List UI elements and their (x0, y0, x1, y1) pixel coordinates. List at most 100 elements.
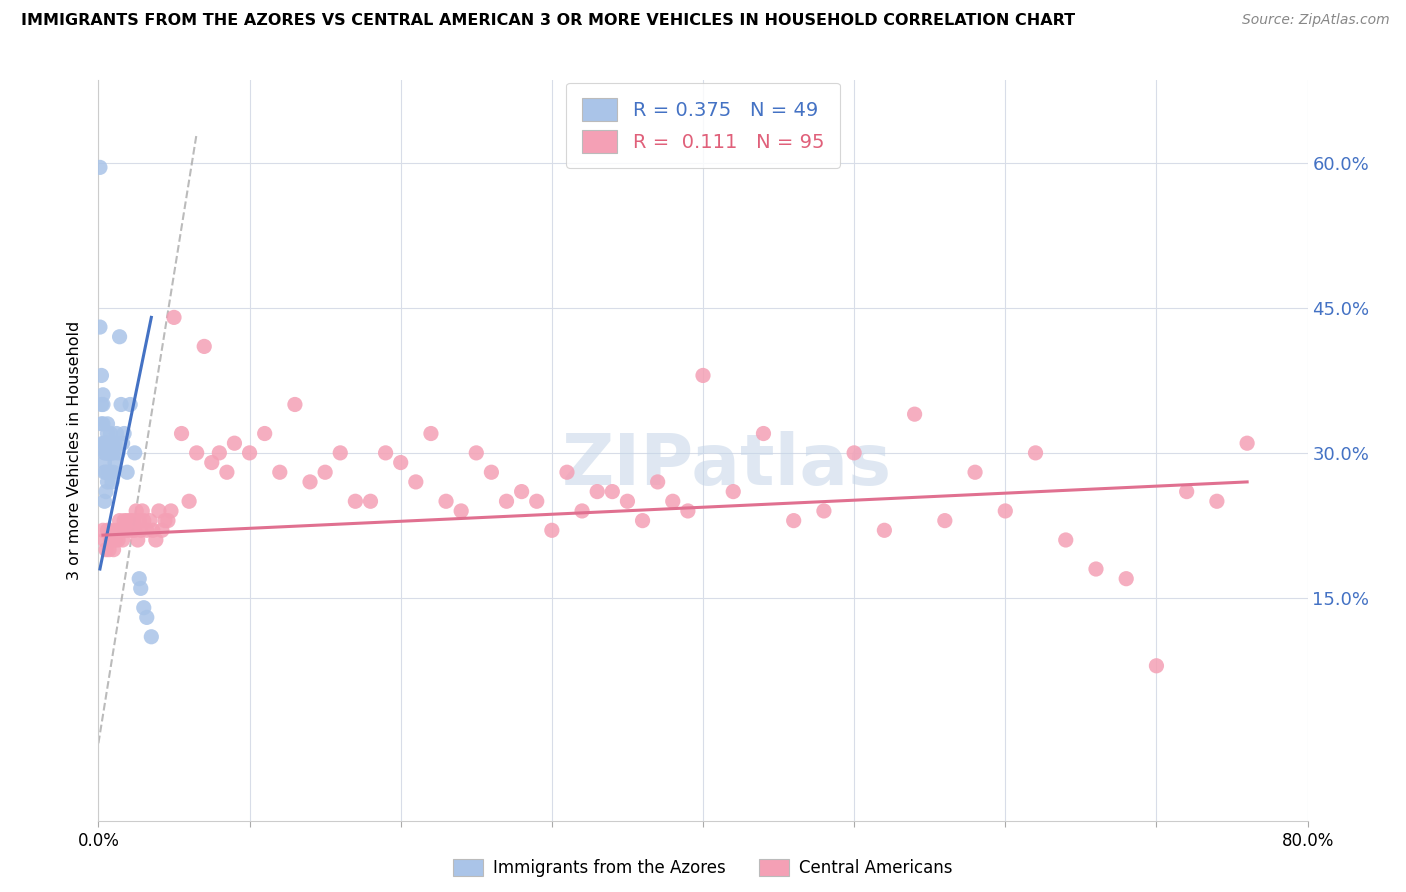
Point (90, 368, 112, 383)
Point (112, 426, 135, 441)
Point (965, 465, 987, 479)
Point (104, 533, 127, 547)
Point (253, 426, 276, 441)
Point (93, 436, 115, 450)
Point (120, 514, 142, 528)
Point (94, 484, 117, 499)
Point (100, 533, 122, 547)
Point (96, 475, 118, 489)
Point (127, 533, 149, 547)
Point (193, 339, 215, 353)
Point (813, 504, 835, 518)
Point (115, 514, 138, 528)
Point (602, 484, 624, 499)
Point (329, 446, 352, 460)
Point (647, 475, 669, 489)
Point (150, 524, 173, 538)
Point (1054, 533, 1077, 547)
Point (128, 572, 150, 586)
Point (170, 426, 193, 441)
Point (105, 426, 128, 441)
Point (389, 456, 412, 470)
Point (93, 446, 115, 460)
Point (142, 524, 165, 538)
Point (510, 484, 533, 499)
Point (661, 494, 683, 508)
Point (91, 388, 114, 402)
Point (94, 446, 117, 460)
Point (128, 514, 150, 528)
Text: IMMIGRANTS FROM THE AZORES VS CENTRAL AMERICAN 3 OR MORE VEHICLES IN HOUSEHOLD C: IMMIGRANTS FROM THE AZORES VS CENTRAL AM… (21, 13, 1076, 29)
Point (299, 475, 322, 489)
Point (103, 542, 125, 557)
Point (124, 524, 146, 538)
Point (145, 533, 167, 547)
Point (111, 436, 134, 450)
Point (104, 436, 127, 450)
Point (100, 426, 122, 441)
Point (186, 446, 208, 460)
Point (160, 504, 183, 518)
Point (93, 494, 115, 508)
Point (93, 533, 115, 547)
Point (284, 397, 307, 411)
Point (586, 484, 609, 499)
Point (122, 514, 145, 528)
Point (93, 465, 115, 479)
Point (121, 524, 143, 538)
Point (156, 514, 179, 528)
Point (1144, 658, 1167, 673)
Point (1024, 446, 1046, 460)
Point (100, 446, 122, 460)
Point (344, 494, 367, 508)
Point (90, 417, 112, 431)
Point (98, 465, 121, 479)
Point (91, 524, 114, 538)
Point (107, 446, 129, 460)
Point (100, 465, 122, 479)
Point (904, 407, 927, 421)
Point (314, 465, 336, 479)
Point (495, 494, 517, 508)
Point (434, 494, 457, 508)
Point (269, 465, 291, 479)
Point (1175, 484, 1198, 499)
Point (129, 524, 152, 538)
Point (98, 446, 121, 460)
Point (139, 514, 162, 528)
Point (208, 446, 231, 460)
Point (1085, 562, 1108, 576)
Point (465, 446, 488, 460)
Point (103, 446, 125, 460)
Point (934, 514, 956, 528)
Point (1115, 572, 1137, 586)
Point (360, 494, 382, 508)
Text: Source: ZipAtlas.com: Source: ZipAtlas.com (1241, 13, 1389, 28)
Text: ZIPatlas: ZIPatlas (562, 431, 893, 500)
Point (215, 465, 238, 479)
Text: 80.0%: 80.0% (1281, 832, 1334, 850)
Point (91, 417, 114, 431)
Point (90, 397, 112, 411)
Point (692, 368, 714, 383)
Point (104, 456, 127, 470)
Point (94, 465, 117, 479)
Point (148, 504, 170, 518)
Point (201, 456, 224, 470)
Point (179, 494, 201, 508)
Point (141, 630, 163, 644)
Point (132, 514, 155, 528)
Point (1206, 494, 1229, 508)
Point (783, 514, 806, 528)
Point (526, 494, 548, 508)
Point (239, 446, 262, 460)
Point (93, 456, 115, 470)
Point (94, 542, 117, 557)
Point (132, 600, 155, 615)
Point (571, 504, 593, 518)
Point (1236, 436, 1258, 450)
Point (108, 514, 131, 528)
Point (115, 465, 138, 479)
Point (124, 446, 146, 460)
Point (112, 514, 135, 528)
